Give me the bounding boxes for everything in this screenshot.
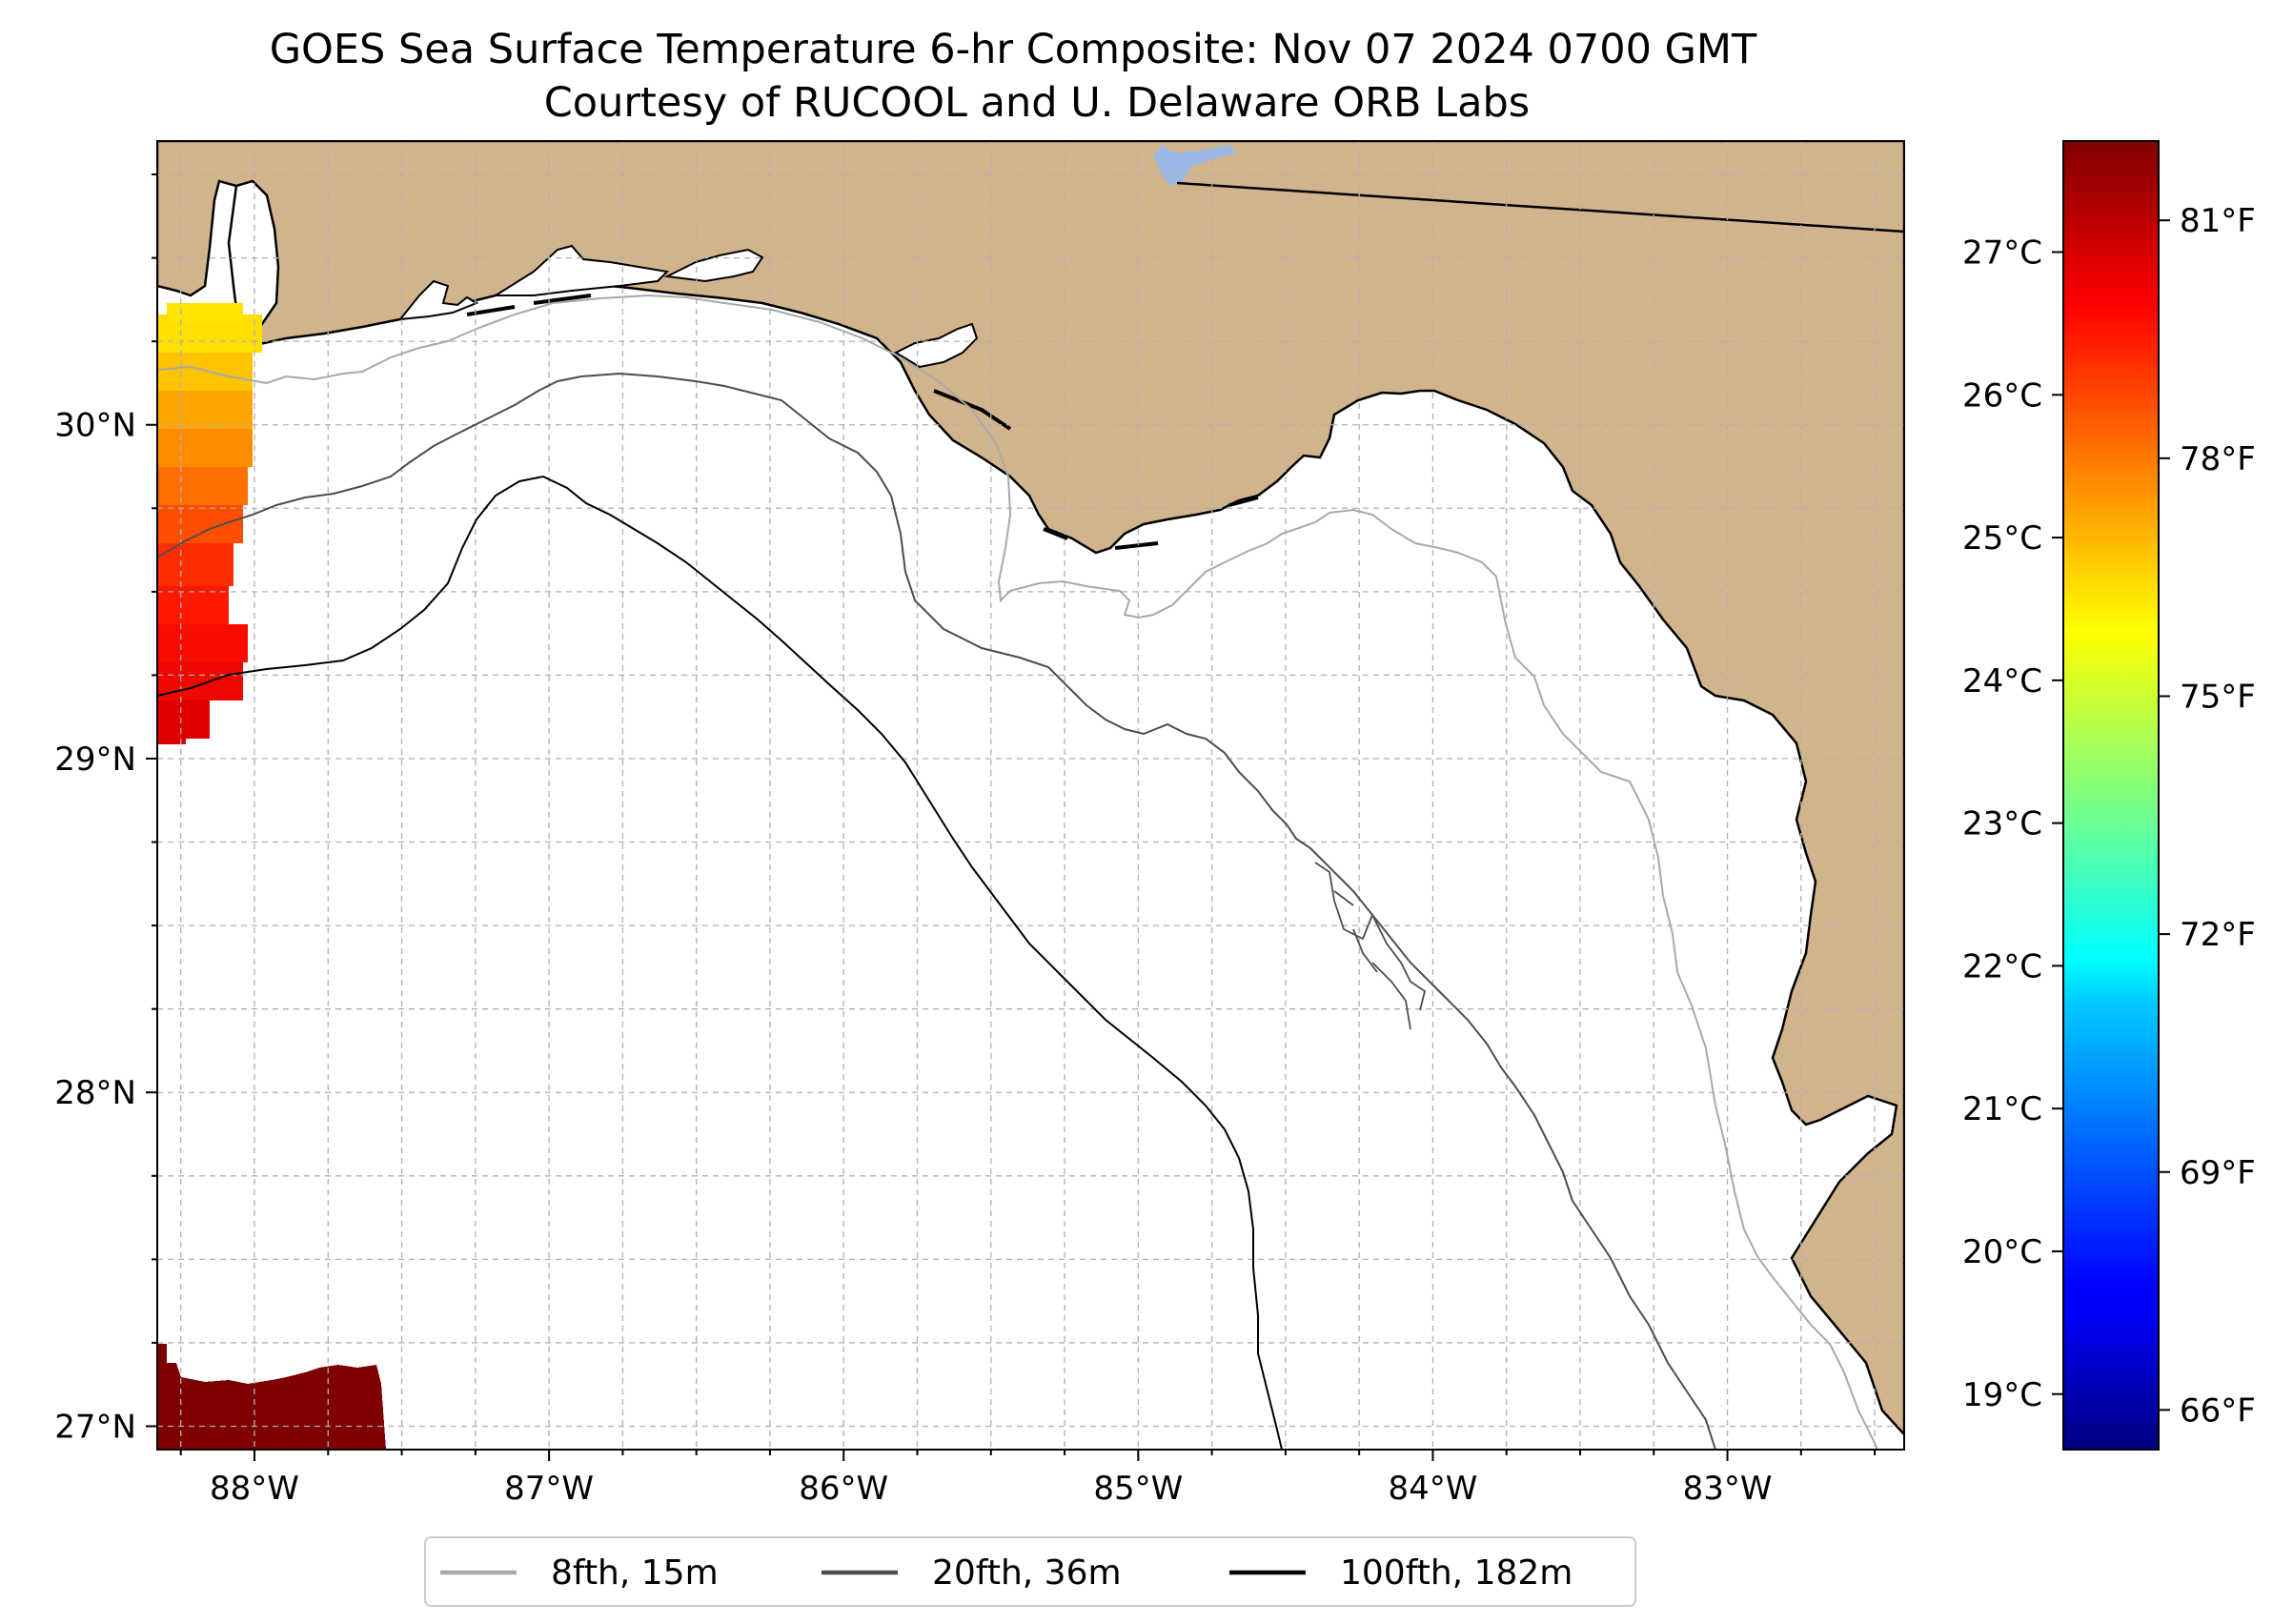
celsius-tick-label: 23°C	[1962, 805, 2042, 843]
celsius-tick-label: 26°C	[1962, 376, 2042, 415]
lon-tick-label: 86°W	[799, 1470, 888, 1508]
isobath-8fth	[157, 294, 1878, 1450]
legend: 8fth, 15m 20fth, 36m 100fth, 182m	[424, 1536, 1636, 1607]
fahrenheit-tick-label: 81°F	[2180, 202, 2256, 240]
figure-subtitle: Courtesy of RUCOOL and U. Delaware ORB L…	[544, 79, 1530, 127]
legend-label: 20fth, 36m	[932, 1553, 1122, 1593]
isobath-100fth	[157, 475, 1283, 1450]
isobath-20fth	[157, 372, 1716, 1450]
state-boundary	[1176, 181, 1904, 233]
fahrenheit-tick-label: 66°F	[2180, 1391, 2256, 1430]
celsius-tick-label: 21°C	[1962, 1090, 2042, 1128]
colorbar: 27°C 26°C 25°C 24°C 23°C 22°C 21°C 20°C 19°C 81°…	[1962, 140, 2256, 1451]
legend-label: 8fth, 15m	[551, 1553, 719, 1593]
gridlines	[157, 141, 1904, 1450]
celsius-tick-label: 27°C	[1962, 233, 2042, 272]
lat-axis: 30°N 29°N 28°N 27°N	[54, 173, 157, 1446]
isobath-20fth-bank	[1314, 862, 1427, 1030]
sst-data-south	[157, 1344, 386, 1450]
colorbar-gradient	[2062, 140, 2160, 1451]
legend-items: 8fth, 15m 20fth, 36m 100fth, 182m	[440, 1553, 1573, 1593]
figure-title: GOES Sea Surface Temperature 6-hr Compos…	[270, 26, 1757, 73]
apalachicola-bay	[893, 322, 979, 369]
celsius-tick-label: 24°C	[1962, 662, 2042, 700]
lon-tick-label: 83°W	[1683, 1470, 1773, 1508]
mobile-bay	[227, 179, 280, 346]
celsius-tick-label: 20°C	[1962, 1233, 2042, 1271]
colorbar-fahrenheit-axis: 81°F 78°F 75°F 72°F 69°F 66°F	[2159, 202, 2256, 1430]
fahrenheit-tick-label: 69°F	[2180, 1154, 2256, 1192]
lon-tick-label: 85°W	[1093, 1470, 1183, 1508]
lon-tick-label: 88°W	[210, 1470, 299, 1508]
lon-tick-label: 84°W	[1388, 1470, 1477, 1508]
legend-box	[424, 1536, 1636, 1607]
pensacola-bay	[397, 279, 479, 321]
lon-axis: 88°W 87°W 86°W 85°W 84°W 83°W	[179, 1450, 1877, 1508]
fahrenheit-tick-label: 78°F	[2180, 440, 2256, 478]
celsius-tick-label: 25°C	[1962, 519, 2042, 558]
map-panel	[157, 141, 1904, 1450]
lat-tick-label: 30°N	[54, 407, 136, 445]
choctawhatchee-bay	[492, 244, 670, 296]
lake	[1153, 145, 1237, 186]
lat-tick-label: 27°N	[54, 1408, 136, 1446]
barrier-islands	[466, 294, 1259, 550]
colorbar-celsius-axis: 27°C 26°C 25°C 24°C 23°C 22°C 21°C 20°C 19°C	[1962, 233, 2063, 1414]
sst-data-west	[157, 303, 262, 744]
celsius-tick-label: 19°C	[1962, 1376, 2042, 1414]
celsius-tick-label: 22°C	[1962, 947, 2042, 985]
lon-tick-label: 87°W	[504, 1470, 594, 1508]
lat-tick-label: 28°N	[54, 1074, 136, 1112]
lat-tick-label: 29°N	[54, 741, 136, 779]
fahrenheit-tick-label: 72°F	[2180, 916, 2256, 954]
fahrenheit-tick-label: 75°F	[2180, 678, 2256, 716]
map-frame	[156, 140, 1905, 1451]
land	[157, 141, 1904, 1436]
legend-label: 100fth, 182m	[1340, 1553, 1573, 1593]
